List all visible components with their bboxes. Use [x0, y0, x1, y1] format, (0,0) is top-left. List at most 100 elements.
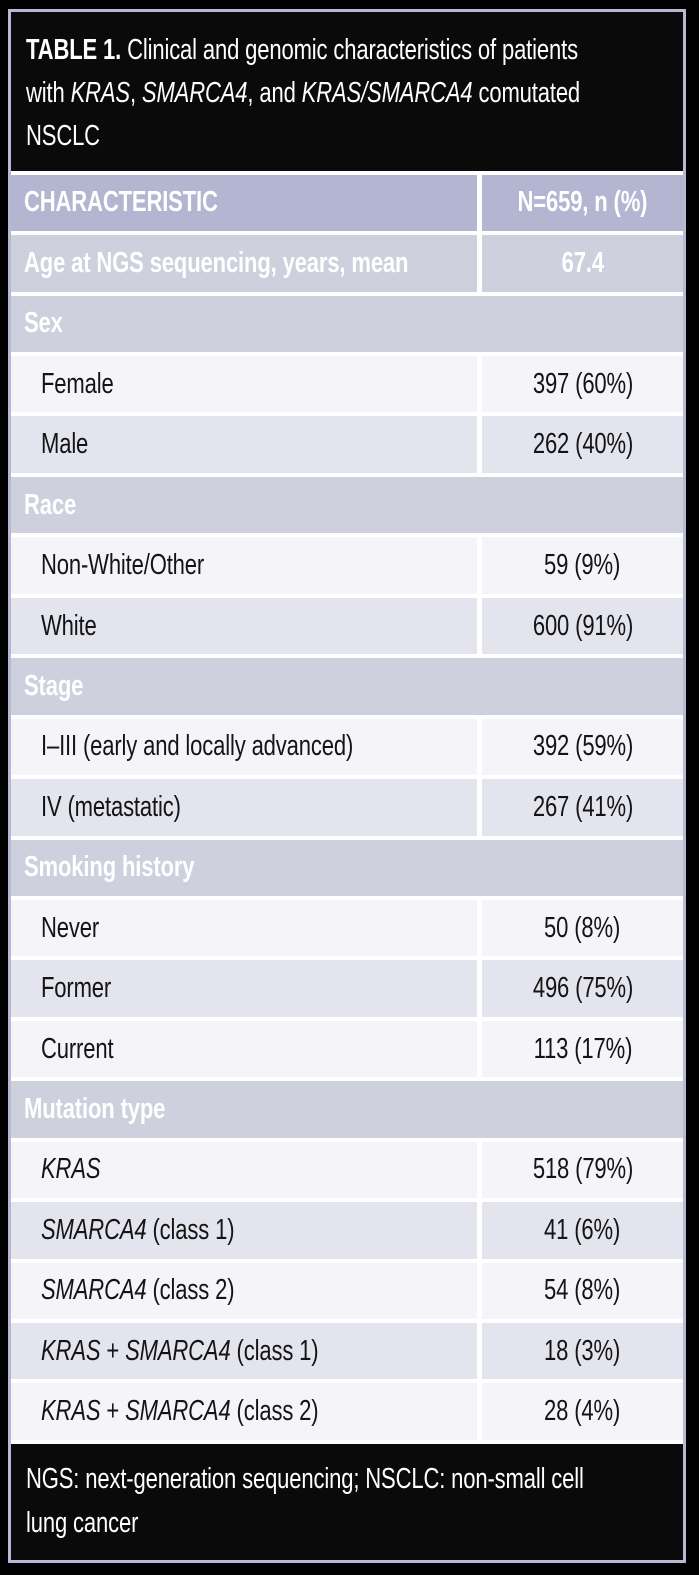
title-segment: TABLE 1. [26, 34, 122, 66]
label-segment: (class 1) [146, 1213, 235, 1246]
row-label: Never [41, 912, 99, 945]
row-value-cell: 113 (17%) [482, 1020, 683, 1078]
data-row: Female 397 (60%) [11, 356, 683, 413]
row-value: 600 (91%) [532, 609, 633, 642]
section-row: Sex [11, 295, 683, 353]
title-line-text: TABLE 1. Clinical and genomic characteri… [26, 29, 578, 72]
row-label: KRAS + SMARCA4 (class 2) [41, 1395, 319, 1428]
label-segment: SMARCA4 [125, 1395, 231, 1428]
row-value-cell: 59 (9%) [482, 537, 683, 594]
footnote-line: NGS: next-generation sequencing; NSCLC: … [26, 1457, 668, 1501]
label-segment: Former [41, 972, 112, 1005]
label-segment: Female [41, 367, 114, 400]
label-segment: Non-White/Other [41, 549, 205, 582]
row-label: I–III (early and locally advanced) [41, 730, 353, 763]
section-label-cell: Sex [11, 295, 683, 353]
row-value: 113 (17%) [533, 1032, 632, 1065]
row-label: Sex [24, 307, 63, 340]
title-segment: , [129, 76, 142, 109]
row-value: 67.4 [561, 246, 604, 279]
row-value-cell: 28 (4%) [482, 1383, 683, 1440]
label-segment: (class 2) [146, 1274, 235, 1307]
row-value: 54 (8%) [544, 1274, 621, 1307]
label-segment: KRAS [41, 1334, 101, 1367]
title-segment: SMARCA4 [141, 76, 248, 109]
row-value-cell: 50 (8%) [482, 899, 683, 957]
row-value-cell: 18 (3%) [482, 1323, 683, 1380]
table-title: TABLE 1. Clinical and genomic characteri… [11, 12, 683, 171]
footnote: NGS: next-generation sequencing; NSCLC: … [11, 1443, 683, 1560]
data-row: KRAS 518 (79%) [11, 1141, 683, 1199]
row-label: SMARCA4 (class 1) [41, 1213, 235, 1247]
row-label-cell: I–III (early and locally advanced) [11, 718, 477, 776]
section-label-cell: Mutation type [11, 1081, 683, 1138]
label-segment: Race [24, 488, 77, 521]
label-segment: Sex [24, 307, 63, 340]
title-line: NSCLC [26, 115, 668, 158]
data-row: Male 262 (40%) [11, 416, 683, 473]
label-segment: Stage [24, 669, 84, 702]
data-row: KRAS + SMARCA4 (class 1) 18 (3%) [11, 1323, 683, 1380]
row-label-cell: SMARCA4 (class 1) [11, 1202, 477, 1259]
row-value-cell: 262 (40%) [482, 416, 683, 473]
row-value: 262 (40%) [532, 428, 633, 461]
row-value-cell: 397 (60%) [482, 356, 683, 413]
label-segment: Mutation type [24, 1093, 166, 1125]
row-value-cell: 392 (59%) [482, 718, 683, 776]
highlight-row: Age at NGS sequencing, years, mean 67.4 [11, 235, 683, 292]
data-row: KRAS + SMARCA4 (class 2) 28 (4%) [11, 1383, 683, 1440]
row-value: 50 (8%) [544, 911, 621, 944]
header-characteristic-cell: CHARACTERISTIC [11, 174, 477, 232]
label-segment: Current [41, 1032, 114, 1065]
label-segment: White [41, 609, 97, 642]
label-segment: KRAS [41, 1395, 101, 1428]
row-label-cell: IV (metastatic) [11, 779, 477, 836]
row-value-cell: 267 (41%) [482, 779, 683, 836]
title-segment: with [26, 76, 71, 109]
row-label: KRAS + SMARCA4 (class 1) [41, 1334, 319, 1368]
row-value: 267 (41%) [532, 790, 633, 823]
title-segment: Clinical and genomic characteristics of … [121, 34, 578, 66]
section-row: Mutation type [11, 1081, 683, 1138]
row-value: 496 (75%) [532, 972, 633, 1005]
row-label: Female [41, 368, 114, 401]
section-label-cell: Race [11, 476, 683, 534]
label-segment: KRAS [41, 1153, 101, 1186]
data-row: Never 50 (8%) [11, 899, 683, 957]
title-line: TABLE 1. Clinical and genomic characteri… [26, 29, 668, 72]
label-segment: SMARCA4 [41, 1274, 147, 1307]
label-segment: (class 2) [230, 1395, 319, 1428]
header-characteristic-label: CHARACTERISTIC [24, 186, 218, 219]
data-row: Non-White/Other 59 (9%) [11, 537, 683, 594]
header-n-label: N=659, n (%) [517, 186, 648, 219]
row-label-cell: White [11, 597, 477, 655]
section-label-cell: Smoking history [11, 839, 683, 896]
label-segment: SMARCA4 [125, 1334, 231, 1367]
row-label-cell: Never [11, 899, 477, 957]
label-segment: IV (metastatic) [41, 790, 181, 823]
row-label-cell: Non-White/Other [11, 537, 477, 594]
label-segment: (class 1) [230, 1334, 319, 1367]
label-segment: SMARCA4 [41, 1213, 147, 1246]
footnote-line-text: NGS: next-generation sequencing; NSCLC: … [26, 1462, 584, 1495]
section-label-cell: Stage [11, 658, 683, 715]
row-label-cell: Male [11, 416, 477, 473]
row-label: SMARCA4 (class 2) [41, 1274, 235, 1307]
title-line-text: with KRAS, SMARCA4, and KRAS/SMARCA4 com… [26, 72, 580, 115]
label-segment: + [100, 1334, 126, 1367]
row-value: 18 (3%) [544, 1334, 621, 1367]
section-row: Race [11, 476, 683, 534]
data-row: SMARCA4 (class 2) 54 (8%) [11, 1262, 683, 1320]
row-label: Male [41, 428, 88, 461]
title-segment: KRAS [70, 76, 131, 109]
row-label-cell: Female [11, 356, 477, 413]
footnote-line: lung cancer [26, 1501, 668, 1545]
data-row: IV (metastatic) 267 (41%) [11, 779, 683, 836]
header-n-cell: N=659, n (%) [482, 174, 683, 232]
table-rows: CHARACTERISTIC N=659, n (%) Age at NGS s… [11, 170, 683, 1444]
row-label: IV (metastatic) [41, 791, 181, 824]
row-label-cell: Former [11, 960, 477, 1017]
title-line: with KRAS, SMARCA4, and KRAS/SMARCA4 com… [26, 72, 668, 115]
title-segment: NSCLC [26, 119, 100, 152]
